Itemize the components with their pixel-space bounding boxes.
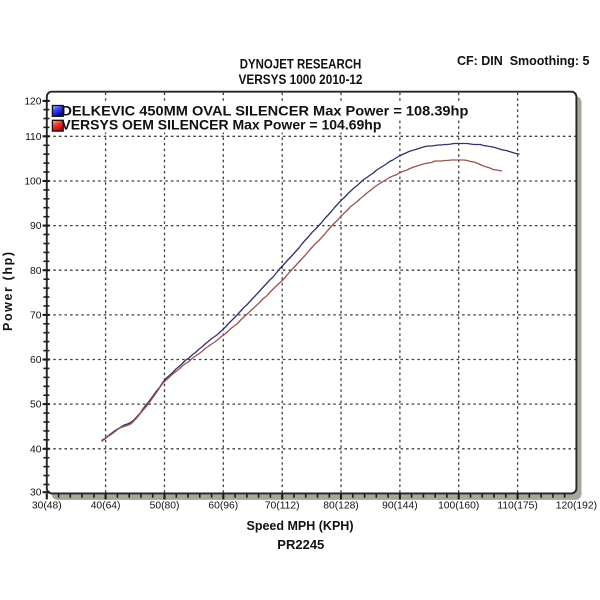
svg-text:DELKEVIC 450MM OVAL SILENCER M: DELKEVIC 450MM OVAL SILENCER Max Power =… [61, 103, 468, 118]
svg-text:40: 40 [30, 444, 42, 455]
svg-text:120(192): 120(192) [556, 501, 597, 512]
svg-text:50(80): 50(80) [150, 501, 180, 512]
svg-text:30: 30 [30, 487, 42, 498]
svg-text:50: 50 [30, 400, 42, 411]
svg-text:VERSYS 1000 2010-12: VERSYS 1000 2010-12 [239, 72, 363, 88]
svg-text:100(160): 100(160) [438, 501, 479, 512]
svg-text:PR2245: PR2245 [277, 537, 324, 552]
svg-text:100: 100 [24, 177, 41, 188]
svg-text:70: 70 [30, 311, 42, 322]
svg-text:Power (hp): Power (hp) [1, 252, 15, 331]
svg-text:VERSYS OEM SILENCER Max Power: VERSYS OEM SILENCER Max Power = 104.69hp [61, 118, 381, 133]
svg-text:120: 120 [24, 97, 41, 108]
svg-text:40(64): 40(64) [91, 501, 121, 512]
svg-text:80(128): 80(128) [323, 501, 359, 512]
svg-text:90(144): 90(144) [382, 501, 418, 512]
svg-text:60: 60 [30, 355, 42, 366]
svg-text:Speed MPH (KPH): Speed MPH (KPH) [247, 518, 354, 533]
svg-text:CF: DIN Smoothing: 5: CF: DIN Smoothing: 5 [457, 53, 590, 68]
svg-text:60(96): 60(96) [208, 501, 238, 512]
svg-text:110(175): 110(175) [497, 501, 537, 512]
svg-text:110: 110 [25, 132, 42, 143]
svg-text:80: 80 [30, 266, 42, 277]
svg-text:30(48): 30(48) [32, 501, 62, 512]
svg-text:70(112): 70(112) [265, 501, 300, 512]
svg-text:DYNOJET RESEARCH: DYNOJET RESEARCH [240, 57, 362, 72]
svg-text:90: 90 [30, 221, 42, 232]
